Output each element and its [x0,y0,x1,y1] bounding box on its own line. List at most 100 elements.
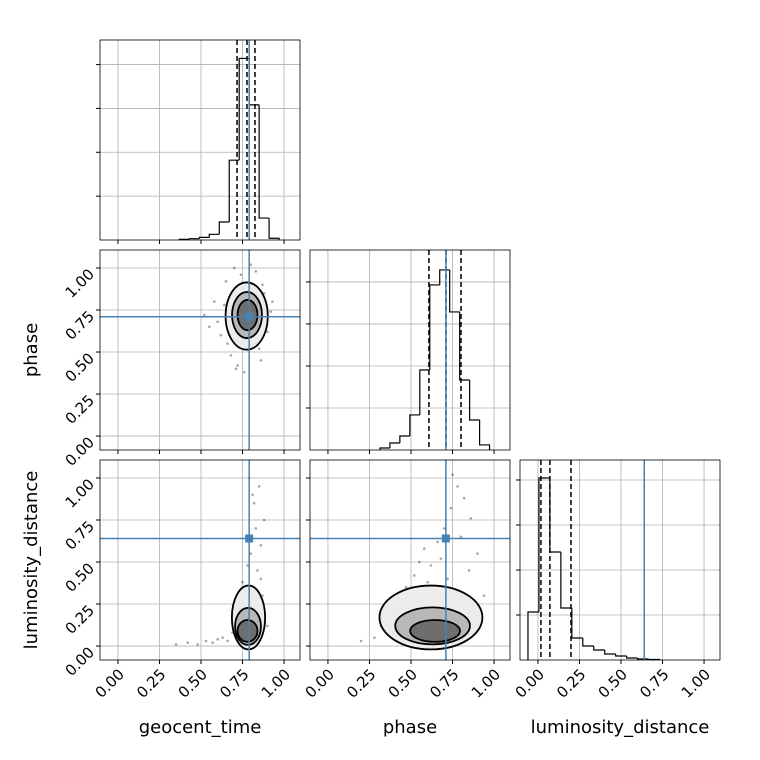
y-tick-label: 1.00 [62,265,98,301]
x-tick-label: 0.50 [385,665,421,701]
sample-point [469,517,473,520]
hist-bin [419,369,430,415]
hist-bin [527,611,539,660]
x-tick-label: 0.75 [426,665,462,701]
y-tick-label: 0.00 [62,643,98,679]
x-tick-label: 0.25 [133,665,169,701]
sample-point [226,639,229,643]
truth-marker [245,312,254,321]
hist-bin [604,650,616,655]
hist-bin [549,478,561,553]
hist-bin [399,435,410,444]
hist-bin [615,654,627,657]
sample-point [204,639,208,643]
sample-point [413,574,416,577]
panel-frame [519,459,721,661]
panel [96,39,301,244]
sample-point [476,552,479,555]
x-axis-label: geocent_time [139,717,262,738]
sample-point [232,266,236,270]
truth-marker [441,534,450,543]
sample-point [251,493,254,497]
x-tick-label: 0.00 [512,665,548,701]
sample-point [467,569,471,572]
x-axis-label: phase [383,717,437,738]
x-tick-label: 1.00 [258,665,294,701]
hist-bin [379,447,390,450]
hist-bin [208,233,220,238]
sample-point [186,641,190,644]
panel: 0.00 0.25 0.50 0.75 1.000.000.250.500.751.00… [21,459,301,738]
hist-bin [449,269,460,313]
hist-bin [228,159,240,223]
sample-point [196,643,199,646]
sample-point [216,638,219,641]
y-tick-label: 0.75 [62,307,98,343]
x-tick-label: 0.50 [175,665,211,701]
hist-bin [429,284,440,370]
hist-bin [479,420,491,450]
contour [236,619,259,643]
panel-frame [99,39,301,241]
sample-point [226,342,229,345]
x-tick-label: 0.00 [92,665,128,701]
panel [306,249,511,454]
hist-bin [188,238,200,240]
sample-point [239,273,243,277]
sample-point [271,300,274,303]
panel-frame [309,249,511,451]
hist-bin [439,269,450,285]
sample-point [446,577,449,581]
sample-point [256,569,259,572]
y-axis-label: phase [21,323,42,377]
hist-bin [459,311,470,381]
sample-point [259,543,263,547]
sample-point [249,263,253,266]
sample-point [257,485,261,488]
sample-point [246,564,249,567]
y-tick-label: 1.00 [62,475,98,511]
sample-point [234,367,238,371]
panel-frame [99,459,301,661]
sample-point [211,641,214,644]
sample-point [429,564,433,567]
hist-bin [248,58,260,106]
contour [409,619,461,643]
sample-point [262,518,266,522]
hist-bin [409,414,420,436]
hist-bin [560,551,572,609]
hist-bin [637,658,649,660]
panel: 0.00 0.25 0.50 0.75 1.00 luminosity_distance [512,459,721,738]
sample-point [254,527,258,530]
sample-point [242,370,246,374]
sample-point [236,364,239,367]
x-tick-label: 0.75 [216,665,252,701]
hist-bin [218,221,230,235]
truth-marker [245,534,254,543]
sample-point [426,580,429,584]
y-axis-label: luminosity_distance [21,471,42,650]
sample-point [404,585,408,589]
y-tick-label: 0.75 [62,517,98,553]
sample-point [219,333,223,337]
sample-point [266,624,269,628]
sample-point [241,580,244,584]
hist-bin [593,646,605,651]
x-tick-label: 1.00 [468,665,504,701]
sample-point [229,354,233,357]
sample-point [208,325,211,329]
sample-point [252,501,256,505]
sample-point [221,636,224,639]
x-tick-label: 0.50 [595,665,631,701]
panel-frame [309,459,511,661]
sample-point [203,313,206,317]
sample-point [174,643,178,646]
panel-frame [99,249,301,451]
hist-bin [538,477,550,612]
sample-point [259,359,263,362]
sample-point [254,270,258,273]
sample-point [436,540,439,544]
hist-bin [268,218,280,240]
